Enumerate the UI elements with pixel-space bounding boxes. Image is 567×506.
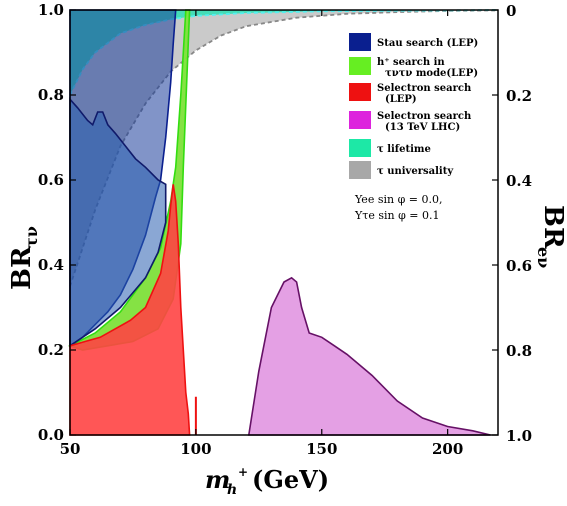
x-axis-title-unit: (GeV) bbox=[252, 465, 329, 494]
legend-label-selectron-search-13-tev-lhc: Selectron search (13 TeV LHC) bbox=[377, 111, 472, 133]
y-tick-label-right: 1.0 bbox=[506, 427, 532, 445]
x-axis-title-sup: + bbox=[238, 465, 248, 479]
legend-label-h-search-in-mode-lep: h⁺ search in τντν mode(LEP) bbox=[377, 57, 478, 79]
series-selectron-search-13-tev-lhc-area bbox=[247, 276, 491, 436]
legend-label-stau-search-lep: Stau search (LEP) bbox=[377, 38, 478, 49]
legend-label-universality: τ universality bbox=[377, 166, 454, 177]
x-tick-label: 100 bbox=[180, 440, 211, 458]
x-axis-title: m h + (GeV) bbox=[205, 465, 329, 498]
x-axis-title-main: m bbox=[205, 465, 230, 494]
legend-swatch-h-search-in-mode-lep bbox=[349, 57, 371, 75]
series-selectron-search-lep-area bbox=[69, 184, 191, 436]
y-axis-right-title: BR eν bbox=[534, 205, 567, 268]
y-tick-label-right: 0.4 bbox=[506, 172, 532, 190]
y-tick-label-left: 0.6 bbox=[38, 171, 64, 189]
y-tick-label-left: 0.8 bbox=[38, 86, 64, 104]
y-tick-label-left: 0.4 bbox=[38, 256, 64, 274]
x-tick-label: 200 bbox=[432, 440, 463, 458]
legend: Stau search (LEP) h⁺ search in τντν mode(L… bbox=[349, 33, 478, 179]
y-axis-right-title-sub: eν bbox=[534, 247, 553, 268]
y-axis-left-title-main: BR bbox=[7, 246, 37, 290]
y-tick-label-right: 0.2 bbox=[506, 87, 532, 105]
legend-swatch-stau-search-lep bbox=[349, 33, 371, 51]
y-tick-label-left: 0.0 bbox=[38, 426, 64, 444]
y-tick-label-left: 1.0 bbox=[38, 1, 64, 19]
series-layer bbox=[67, 9, 499, 436]
legend-label-selectron-search-lep: Selectron search (LEP) bbox=[377, 83, 472, 105]
x-axis-title-sub: h bbox=[227, 482, 237, 498]
y-tick-label-left: 0.2 bbox=[38, 341, 64, 359]
annotation-line-2: Yτe sin φ = 0.1 bbox=[354, 209, 440, 222]
legend-swatch-universality bbox=[349, 161, 371, 179]
legend-swatch-selectron-search-13-tev-lhc bbox=[349, 111, 371, 129]
y-tick-label-right: 0 bbox=[506, 2, 516, 20]
y-tick-label-right: 0.8 bbox=[506, 342, 532, 360]
series-stau-exclusion-second-boundary-area bbox=[69, 97, 167, 348]
x-tick-label: 50 bbox=[60, 440, 81, 458]
y-axis-left-title-sub: τν bbox=[22, 226, 41, 248]
y-tick-label-right: 0.6 bbox=[506, 257, 532, 275]
x-tick-label: 150 bbox=[306, 440, 337, 458]
annotation-line-1: Yee sin φ = 0.0, bbox=[354, 193, 442, 206]
legend-swatch-selectron-search-lep bbox=[349, 83, 371, 101]
ticks-layer: 50 100 150 200 0.0 0.2 0.4 0.6 0.8 1.0 0 0.2 0.4 0.6 0… bbox=[38, 1, 532, 458]
legend-swatch-lifetime bbox=[349, 139, 371, 157]
y-axis-left-title: BR τν bbox=[7, 226, 41, 290]
plot-frame bbox=[69, 9, 499, 436]
y-axis-right-title-main: BR bbox=[538, 205, 567, 249]
legend-label-lifetime: τ lifetime bbox=[377, 144, 431, 155]
